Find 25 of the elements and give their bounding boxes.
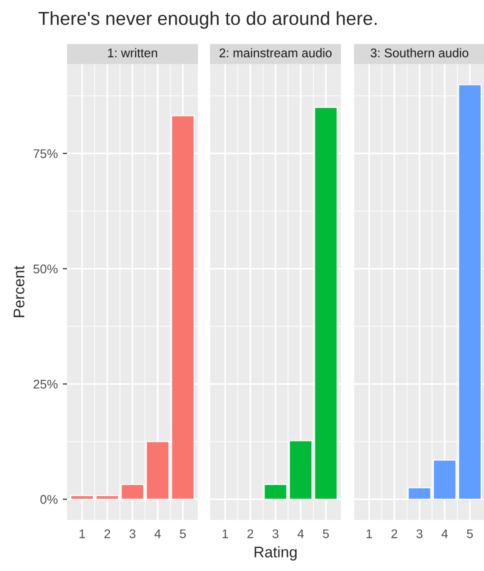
y-tick-label: 75% [34, 149, 58, 158]
chart-title: 2: mainstream audio [220, 48, 332, 58]
x-tick-label: 1 [80, 529, 85, 538]
y-tick-label: 50% [33, 264, 58, 274]
x-tick-label: 1 [222, 529, 228, 538]
x-tick-label: 1 [366, 529, 372, 538]
x-tick-label: 5 [180, 529, 186, 538]
x-tick-label: 5 [322, 529, 329, 538]
x-axis-title: Rating [254, 546, 297, 560]
x-tick-label: 4 [442, 529, 448, 538]
x-tick-label: 3 [130, 529, 136, 538]
x-tick-label: 4 [298, 529, 304, 538]
x-tick-label: 5 [466, 529, 473, 538]
y-tick-label: 25% [34, 380, 58, 389]
x-tick-label: 4 [154, 529, 161, 538]
x-tick-label: 2 [391, 529, 398, 538]
x-tick-label: 3 [416, 529, 422, 538]
x-tick-label: 3 [272, 529, 278, 538]
chart-title: 3: Southern audio [370, 48, 468, 58]
y-tick-label: 0% [40, 495, 58, 504]
chart-title: 1: written [108, 48, 158, 58]
x-tick-label: 2 [247, 529, 254, 538]
y-axis-title: Percent [14, 266, 24, 318]
text: There's never enough to do around here. [38, 11, 377, 29]
x-tick-label: 2 [104, 529, 110, 538]
